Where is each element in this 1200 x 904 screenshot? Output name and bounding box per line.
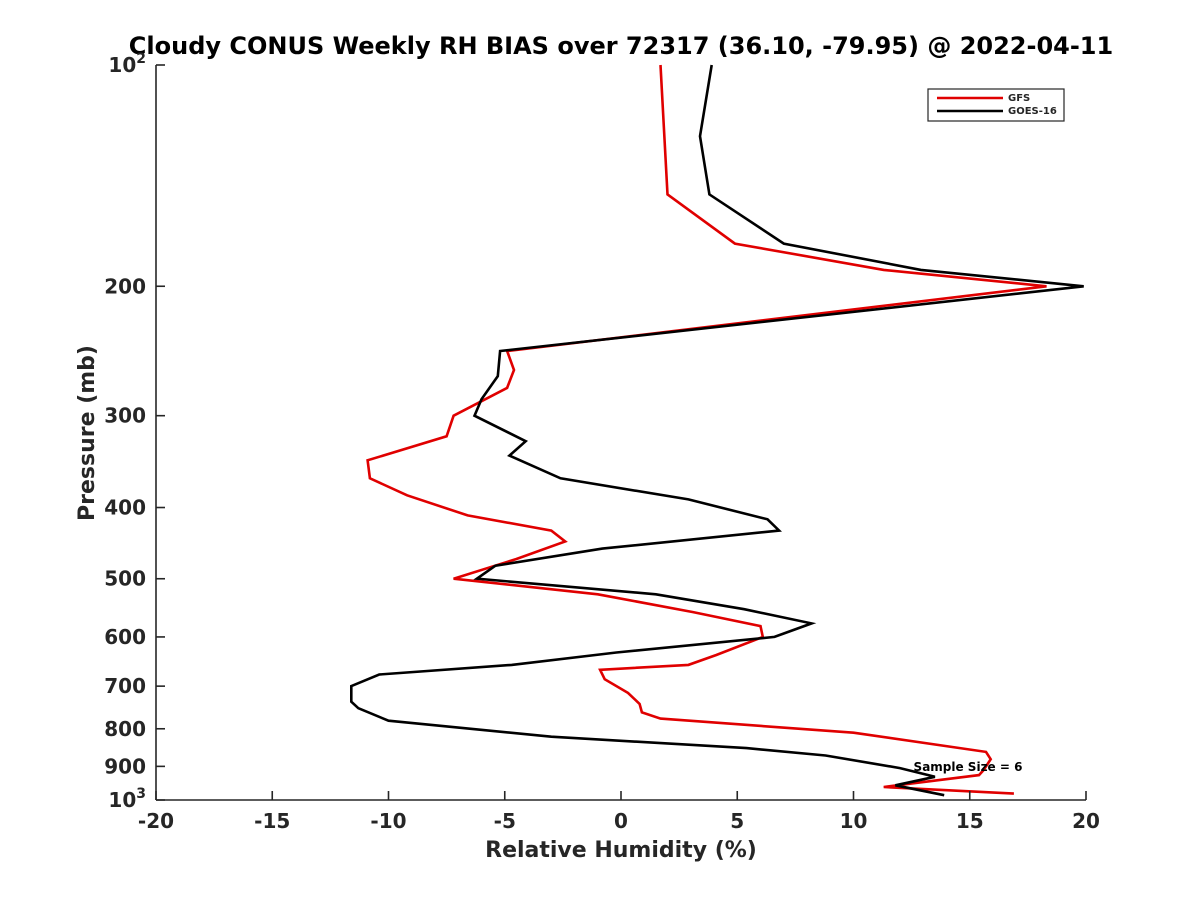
chart-title: Cloudy CONUS Weekly RH BIAS over 72317 (…	[129, 32, 1113, 60]
y-axis-label: Pressure (mb)	[75, 345, 100, 521]
y-tick-label-base: 10	[108, 53, 136, 77]
y-tick-label: 500	[104, 567, 146, 591]
legend-label-gfs: GFS	[1008, 93, 1030, 104]
y-tick-label: 200	[104, 274, 146, 298]
x-axis-label: Relative Humidity (%)	[485, 838, 757, 863]
legend-label-goes16: GOES-16	[1008, 106, 1057, 117]
x-tick-label: 20	[1072, 809, 1100, 833]
legend: GFS GOES-16	[928, 89, 1064, 121]
y-tick-label: 700	[104, 674, 146, 698]
y-tick-label-exponent: 2	[136, 51, 146, 67]
y-tick-label-exponent: 3	[136, 786, 146, 802]
y-tick-label-base: 10	[108, 788, 136, 812]
y-tick-label: 800	[104, 717, 146, 741]
x-tick-label: 15	[956, 809, 984, 833]
y-tick-label: 400	[104, 496, 146, 520]
x-tick-label: 5	[730, 809, 744, 833]
x-tick-label: 10	[840, 809, 868, 833]
y-tick-label: 600	[104, 625, 146, 649]
x-tick-label: -10	[370, 809, 406, 833]
x-tick-label: 0	[614, 809, 628, 833]
x-tick-label: -5	[494, 809, 516, 833]
y-tick-label: 900	[104, 754, 146, 778]
x-tick-label: -20	[138, 809, 174, 833]
x-tick-label: -15	[254, 809, 290, 833]
sample-size-annotation: Sample Size = 6	[914, 760, 1023, 774]
y-tick-label: 300	[104, 404, 146, 428]
